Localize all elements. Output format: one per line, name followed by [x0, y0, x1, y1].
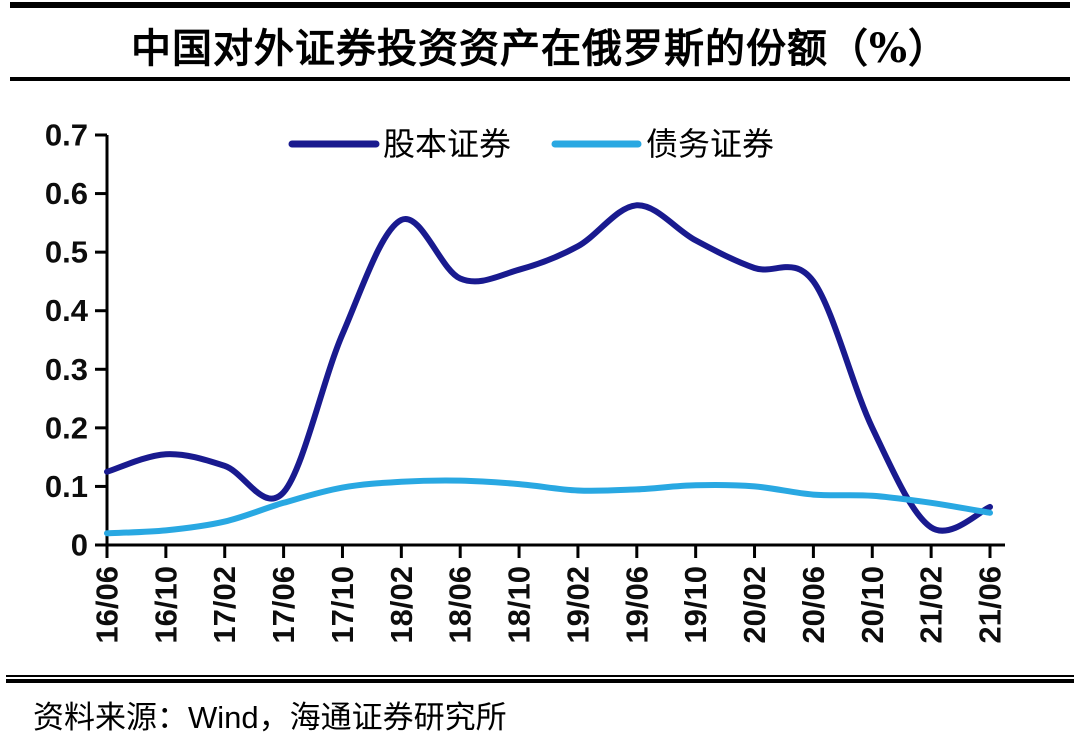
chart-title: 中国对外证券投资资产在俄罗斯的份额（%） [130, 25, 949, 72]
legend-label-1: 债务证券 [646, 125, 774, 163]
y-tick-label: 0.4 [45, 293, 89, 328]
source-note: 资料来源：Wind，海通证券研究所 [33, 692, 507, 737]
footer-rule-thin [6, 675, 1074, 677]
x-tick-label: 17/02 [207, 566, 242, 644]
x-tick-label: 19/02 [560, 566, 595, 644]
title-underline-rule [10, 77, 1070, 81]
legend-label-0: 股本证券 [383, 125, 511, 163]
source-suffix: ，海通证券研究所 [258, 700, 507, 736]
x-tick-label: 19/06 [619, 566, 654, 644]
series-line-0 [104, 202, 993, 534]
x-tick-label: 17/10 [325, 566, 360, 644]
x-tick-label: 21/02 [914, 566, 949, 644]
x-tick-label: 21/06 [973, 566, 1008, 644]
y-tick-label: 0.2 [45, 410, 88, 445]
x-tick-label: 17/06 [266, 566, 301, 644]
y-tick-label: 0.1 [45, 469, 88, 504]
source-label: 资料来源： [33, 700, 188, 736]
x-tick-label: 20/06 [796, 566, 831, 644]
x-tick-label: 18/10 [502, 566, 537, 644]
y-tick-label: 0 [71, 528, 88, 563]
source-vendor: Wind [188, 700, 259, 735]
x-tick-label: 18/02 [384, 566, 419, 644]
x-tick-label: 16/06 [90, 566, 125, 644]
top-border-rule [10, 2, 1070, 8]
axes [105, 135, 1005, 547]
footer-rule [6, 679, 1074, 683]
x-tick-label: 16/10 [148, 566, 183, 644]
y-tick-label: 0.3 [45, 352, 88, 387]
x-tick-label: 18/06 [443, 566, 478, 644]
x-tick-label: 20/10 [855, 566, 890, 644]
series-line-1 [104, 477, 993, 537]
y-tick-label: 0.5 [45, 235, 88, 270]
y-tick-label: 0.7 [45, 118, 88, 153]
x-tick-label: 19/10 [678, 566, 713, 644]
x-tick-label: 20/02 [737, 566, 772, 644]
y-tick-label: 0.6 [45, 176, 88, 211]
